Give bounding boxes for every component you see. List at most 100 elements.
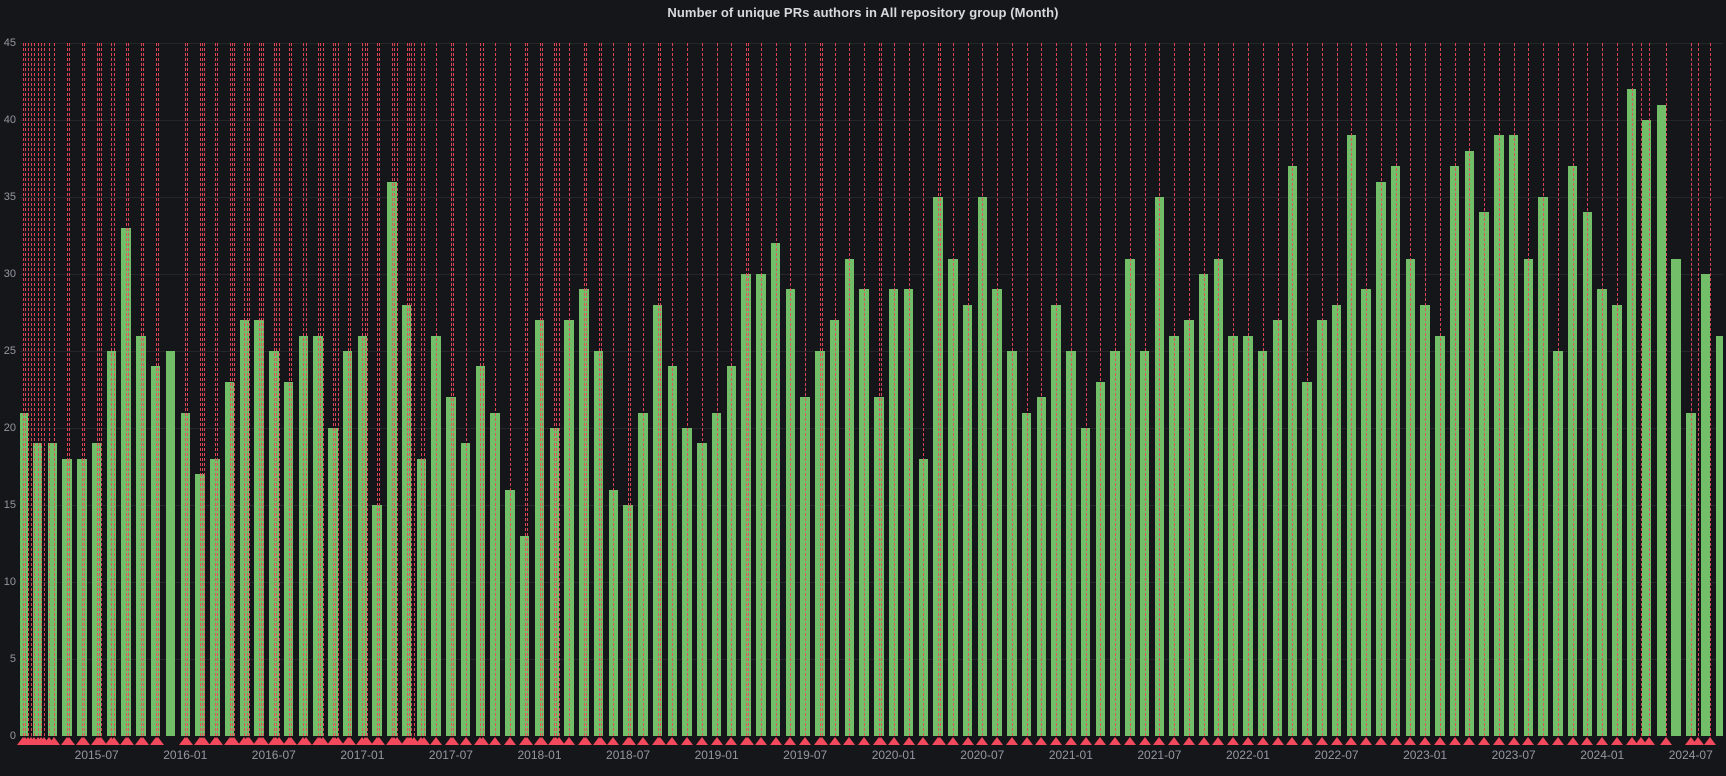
annotation-marker-icon[interactable]	[917, 737, 930, 745]
annotation-marker-icon[interactable]	[417, 737, 430, 745]
annotation-marker-icon[interactable]	[360, 737, 373, 745]
annotation-marker-icon[interactable]	[1050, 737, 1063, 745]
annotation-marker-icon[interactable]	[284, 737, 297, 745]
panel-title[interactable]: Number of unique PRs authors in All repo…	[667, 5, 1059, 20]
annotation-marker-icon[interactable]	[1522, 737, 1535, 745]
annotation-marker-icon[interactable]	[1448, 737, 1461, 745]
annotation-marker-icon[interactable]	[961, 737, 974, 745]
annotation-marker-icon[interactable]	[991, 737, 1004, 745]
annotation-marker-icon[interactable]	[1625, 737, 1638, 745]
annotation-marker-icon[interactable]	[1581, 737, 1594, 745]
annotation-marker-icon[interactable]	[1005, 737, 1018, 745]
annotation-marker-icon[interactable]	[1374, 737, 1387, 745]
annotation-marker-icon[interactable]	[476, 737, 489, 745]
annotation-marker-icon[interactable]	[1315, 737, 1328, 745]
annotation-marker-icon[interactable]	[1345, 737, 1358, 745]
annotation-marker-icon[interactable]	[520, 737, 533, 745]
annotation-marker-icon[interactable]	[1020, 737, 1033, 745]
annotation-marker-icon[interactable]	[447, 737, 460, 745]
annotation-marker-icon[interactable]	[78, 737, 91, 745]
annotation-marker-icon[interactable]	[607, 737, 620, 745]
annotation-marker-icon[interactable]	[875, 737, 888, 745]
annotation-marker-icon[interactable]	[332, 737, 345, 745]
annotation-marker-icon[interactable]	[1271, 737, 1284, 745]
annotation-marker-icon[interactable]	[1138, 737, 1151, 745]
annotation-marker-icon[interactable]	[257, 737, 270, 745]
annotation-marker-icon[interactable]	[503, 737, 516, 745]
annotation-marker-icon[interactable]	[272, 737, 285, 745]
annotation-marker-icon[interactable]	[47, 737, 60, 745]
annotation-marker-icon[interactable]	[695, 737, 708, 745]
annotation-marker-icon[interactable]	[799, 737, 812, 745]
annotation-marker-icon[interactable]	[902, 737, 915, 745]
annotation-marker-icon[interactable]	[843, 737, 856, 745]
annotation-marker-icon[interactable]	[710, 737, 723, 745]
annotation-marker-icon[interactable]	[210, 737, 223, 745]
annotation-marker-icon[interactable]	[391, 737, 404, 745]
annotation-marker-icon[interactable]	[769, 737, 782, 745]
annotation-marker-icon[interactable]	[343, 737, 356, 745]
annotation-marker-icon[interactable]	[1643, 737, 1656, 745]
annotation-marker-icon[interactable]	[535, 737, 548, 745]
annotation-marker-icon[interactable]	[1634, 737, 1647, 745]
annotation-marker-icon[interactable]	[408, 737, 421, 745]
annotation-marker-icon[interactable]	[976, 737, 989, 745]
annotation-marker-icon[interactable]	[1684, 737, 1697, 745]
annotation-marker-icon[interactable]	[243, 737, 256, 745]
annotation-marker-icon[interactable]	[887, 737, 900, 745]
annotation-marker-icon[interactable]	[1301, 737, 1314, 745]
annotation-marker-icon[interactable]	[563, 737, 576, 745]
annotation-marker-icon[interactable]	[1035, 737, 1048, 745]
annotation-marker-icon[interactable]	[1478, 737, 1491, 745]
annotation-marker-icon[interactable]	[725, 737, 738, 745]
annotation-marker-icon[interactable]	[1109, 737, 1122, 745]
annotation-marker-icon[interactable]	[122, 737, 135, 745]
annotation-marker-icon[interactable]	[1360, 737, 1373, 745]
annotation-marker-icon[interactable]	[1330, 737, 1343, 745]
annotation-marker-icon[interactable]	[1463, 737, 1476, 745]
annotation-marker-icon[interactable]	[552, 737, 565, 745]
annotation-marker-icon[interactable]	[137, 737, 150, 745]
annotation-marker-icon[interactable]	[624, 737, 637, 745]
annotation-marker-icon[interactable]	[1286, 737, 1299, 745]
annotation-marker-icon[interactable]	[1433, 737, 1446, 745]
annotation-marker-icon[interactable]	[430, 737, 443, 745]
annotation-marker-icon[interactable]	[1197, 737, 1210, 745]
annotation-marker-icon[interactable]	[107, 737, 120, 745]
annotation-marker-icon[interactable]	[1659, 737, 1672, 745]
annotation-marker-icon[interactable]	[63, 737, 76, 745]
annotation-marker-icon[interactable]	[754, 737, 767, 745]
annotation-marker-icon[interactable]	[594, 737, 607, 745]
annotation-marker-icon[interactable]	[1212, 737, 1225, 745]
annotation-marker-icon[interactable]	[489, 737, 502, 745]
annotation-marker-icon[interactable]	[459, 737, 472, 745]
annotation-marker-icon[interactable]	[1404, 737, 1417, 745]
annotation-marker-icon[interactable]	[198, 737, 211, 745]
annotation-marker-icon[interactable]	[1256, 737, 1269, 745]
annotation-marker-icon[interactable]	[1419, 737, 1432, 745]
annotation-marker-icon[interactable]	[299, 737, 312, 745]
annotation-marker-icon[interactable]	[1079, 737, 1092, 745]
annotation-marker-icon[interactable]	[227, 737, 240, 745]
annotation-marker-icon[interactable]	[946, 737, 959, 745]
annotation-marker-icon[interactable]	[934, 737, 947, 745]
annotation-marker-icon[interactable]	[828, 737, 841, 745]
annotation-marker-icon[interactable]	[742, 737, 755, 745]
annotation-marker-icon[interactable]	[95, 737, 108, 745]
annotation-marker-icon[interactable]	[681, 737, 694, 745]
annotation-marker-icon[interactable]	[1094, 737, 1107, 745]
annotation-marker-icon[interactable]	[1703, 737, 1716, 745]
annotation-marker-icon[interactable]	[1596, 737, 1609, 745]
annotation-marker-icon[interactable]	[1692, 737, 1705, 745]
annotation-marker-icon[interactable]	[816, 737, 829, 745]
annotation-marker-icon[interactable]	[151, 737, 164, 745]
annotation-marker-icon[interactable]	[1123, 737, 1136, 745]
annotation-marker-icon[interactable]	[1153, 737, 1166, 745]
annotation-marker-icon[interactable]	[1507, 737, 1520, 745]
annotation-marker-icon[interactable]	[1227, 737, 1240, 745]
annotation-marker-icon[interactable]	[1064, 737, 1077, 745]
annotation-marker-icon[interactable]	[1241, 737, 1254, 745]
annotation-marker-icon[interactable]	[636, 737, 649, 745]
annotation-marker-icon[interactable]	[784, 737, 797, 745]
annotation-marker-icon[interactable]	[653, 737, 666, 745]
